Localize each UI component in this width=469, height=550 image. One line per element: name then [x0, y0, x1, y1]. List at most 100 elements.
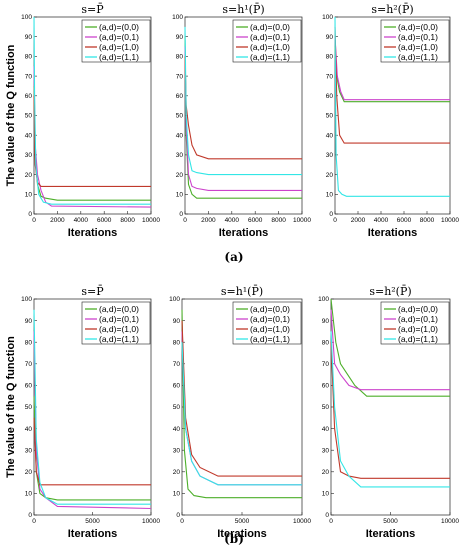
y-tick-label: 10 — [326, 192, 334, 199]
y-tick-label: 80 — [25, 339, 33, 346]
legend-label: (a,d)=(1,1) — [99, 334, 139, 344]
series-line — [33, 309, 151, 505]
y-tick-label: 40 — [25, 132, 33, 139]
legend-label: (a,d)=(1,1) — [398, 334, 438, 344]
x-tick-label: 2000 — [50, 217, 65, 224]
y-tick-label: 30 — [176, 152, 184, 159]
y-tick-label: 80 — [322, 339, 330, 346]
legend-label: (a,d)=(1,1) — [99, 52, 139, 62]
x-tick-label: 6000 — [397, 217, 412, 224]
y-tick-label: 50 — [25, 404, 33, 411]
y-tick-label: 40 — [176, 132, 184, 139]
y-tick-label: 30 — [322, 447, 330, 454]
y-tick-label: 30 — [25, 152, 33, 159]
y-tick-label: 10 — [322, 491, 330, 498]
y-tick-label: 0 — [325, 512, 329, 519]
y-tick-label: 70 — [322, 361, 330, 368]
legend-label: (a,d)=(1,0) — [99, 324, 139, 334]
y-tick-label: 60 — [326, 93, 334, 100]
y-tick-label: 100 — [169, 296, 180, 303]
y-axis-label: The value of the Q function — [5, 44, 17, 186]
y-tick-label: 80 — [326, 54, 334, 61]
y-tick-label: 10 — [173, 491, 181, 498]
legend-label: (a,d)=(0,1) — [99, 32, 139, 42]
x-tick-label: 0 — [183, 217, 187, 224]
legend-label: (a,d)=(1,0) — [99, 42, 139, 52]
series-line — [330, 342, 450, 479]
y-tick-label: 80 — [176, 54, 184, 61]
x-tick-label: 4000 — [74, 217, 89, 224]
y-tick-label: 60 — [322, 383, 330, 390]
x-tick-label: 0 — [333, 217, 337, 224]
y-tick-label: 0 — [176, 512, 180, 519]
x-axis-label: Iterations — [366, 528, 416, 540]
x-tick-label: 2000 — [351, 217, 366, 224]
chart-title: s=P̄ — [81, 3, 104, 16]
y-tick-label: 100 — [172, 14, 183, 21]
x-tick-label: 2000 — [201, 217, 216, 224]
y-tick-label: 20 — [25, 172, 33, 179]
y-tick-label: 60 — [173, 383, 181, 390]
series-line — [184, 46, 302, 191]
x-axis-label: Iterations — [68, 227, 118, 239]
chart-panel-3: s=P̄ 0 10 20 30 40 50 60 70 80 90 100 0 5000 10000 Iter… — [5, 285, 160, 540]
y-tick-label: 90 — [173, 318, 181, 325]
y-tick-label: 40 — [173, 426, 181, 433]
x-tick-label: 0 — [32, 518, 36, 525]
x-tick-label: 5000 — [235, 518, 250, 525]
series-line — [330, 298, 450, 397]
legend-label: (a,d)=(0,0) — [99, 304, 139, 314]
x-tick-label: 5000 — [383, 518, 398, 525]
y-tick-label: 70 — [173, 361, 181, 368]
y-tick-label: 70 — [25, 361, 33, 368]
chart-panel-1: s=h¹(P̄) 0 10 20 30 40 50 60 70 80 90 100 0 2000 4000 6… — [172, 3, 311, 239]
series-line — [33, 95, 151, 187]
y-tick-label: 0 — [329, 211, 333, 218]
y-tick-label: 20 — [176, 172, 184, 179]
y-tick-label: 40 — [322, 426, 330, 433]
y-tick-label: 50 — [173, 404, 181, 411]
x-tick-label: 4000 — [374, 217, 389, 224]
legend-label: (a,d)=(1,1) — [398, 52, 438, 62]
series-line — [334, 26, 450, 144]
legend-label: (a,d)=(1,0) — [250, 324, 290, 334]
y-tick-label: 80 — [173, 339, 181, 346]
x-axis-label: Iterations — [217, 528, 267, 540]
series-line — [184, 26, 302, 176]
y-tick-label: 100 — [21, 296, 32, 303]
y-tick-label: 40 — [25, 426, 33, 433]
x-tick-label: 0 — [180, 518, 184, 525]
legend-label: (a,d)=(0,0) — [398, 304, 438, 314]
series-line — [33, 417, 151, 486]
series-line — [330, 309, 450, 391]
x-tick-label: 8000 — [271, 217, 286, 224]
y-tick-label: 50 — [322, 404, 330, 411]
chart-title: s=P̄ — [81, 285, 104, 298]
y-tick-label: 20 — [322, 469, 330, 476]
y-tick-label: 100 — [322, 14, 333, 21]
x-axis-label: Iterations — [68, 528, 118, 540]
caption-a: (a) — [224, 250, 243, 264]
y-tick-label: 50 — [25, 113, 33, 120]
legend-label: (a,d)=(0,1) — [99, 314, 139, 324]
y-tick-label: 70 — [176, 73, 184, 80]
series-line — [330, 331, 450, 488]
chart-panel-2: s=h²(P̄) 0 10 20 30 40 50 60 70 80 90 100 0 2000 4000 6… — [322, 3, 459, 239]
legend-label: (a,d)=(0,1) — [250, 32, 290, 42]
y-tick-label: 20 — [25, 469, 33, 476]
legend-label: (a,d)=(1,0) — [398, 42, 438, 52]
series-line — [334, 16, 450, 197]
y-tick-label: 50 — [326, 113, 334, 120]
chart-panel-0: s=P̄ 0 10 20 30 40 50 60 70 80 90 100 0 2000 4000 6000 8… — [5, 3, 160, 239]
x-tick-label: 10000 — [441, 217, 459, 224]
y-tick-label: 100 — [21, 14, 32, 21]
y-tick-label: 90 — [326, 34, 334, 41]
y-tick-label: 30 — [173, 447, 181, 454]
legend-label: (a,d)=(0,0) — [250, 22, 290, 32]
y-tick-label: 30 — [25, 447, 33, 454]
x-tick-label: 8000 — [120, 217, 135, 224]
series-line — [33, 16, 151, 205]
y-tick-label: 100 — [318, 296, 329, 303]
y-axis-label: The value of the Q function — [5, 336, 17, 478]
